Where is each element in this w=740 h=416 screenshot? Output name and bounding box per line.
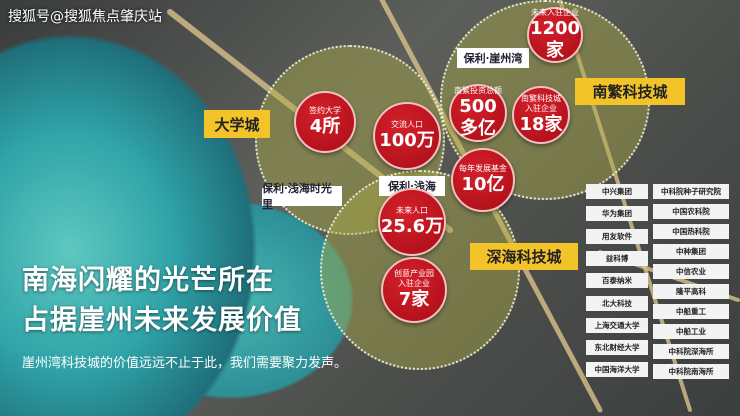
- stat-label: 创意产业园入驻企业: [394, 269, 434, 288]
- stat-label: 未来入驻企业: [531, 8, 579, 17]
- company-label: 东北财经大学: [586, 340, 648, 356]
- stat-value: 1200家: [529, 18, 581, 61]
- company-label: 中信农业: [653, 264, 729, 279]
- zone-tag-deepsea: 深海科技城: [470, 243, 578, 270]
- stat-value: 4所: [309, 116, 341, 137]
- company-label: 隆平高科: [653, 284, 729, 299]
- zone-tag-nanfan: 南繁科技城: [575, 78, 685, 105]
- watermark: 搜狐号@搜狐焦点肇庆站: [8, 9, 162, 25]
- stat-label: 南繁投资总额: [454, 86, 502, 95]
- stat-circle: 创意产业园入驻企业 7家: [381, 257, 447, 323]
- zone-tag-university: 大学城: [204, 110, 270, 138]
- company-label: 中国热科院: [653, 224, 729, 239]
- company-label: 中种集团: [653, 244, 729, 259]
- stat-label: 每年发展基金: [459, 164, 507, 173]
- stat-value: 100万: [379, 130, 435, 151]
- company-label: 中船工业: [653, 324, 729, 339]
- company-label: 北大科技: [586, 295, 648, 311]
- company-label: 百泰纳米: [586, 273, 648, 289]
- subtitle: 崖州湾科技城的价值远远不止于此，我们需要聚力发声。: [22, 356, 348, 371]
- company-label: 中科院深海所: [653, 344, 729, 359]
- stat-circle: 交流人口 100万: [373, 102, 441, 170]
- company-label: 中科院种子研究院: [653, 184, 729, 199]
- stat-value: 25.6万: [380, 216, 444, 237]
- stat-value: 500多亿: [459, 96, 497, 139]
- stat-label: 签约大学: [309, 106, 341, 115]
- stat-label: 未来人口: [396, 206, 428, 215]
- stat-circle: 未来入驻企业 1200家: [527, 7, 583, 63]
- company-label: 用友软件: [586, 228, 648, 244]
- stat-value: 10亿: [461, 174, 505, 195]
- company-label: 中科院南海所: [653, 364, 729, 379]
- stat-value: 18家: [519, 114, 563, 135]
- company-label: 中船重工: [653, 304, 729, 319]
- logo-qianhai-shiguangli: 保利·浅海时光里: [262, 182, 342, 211]
- stat-circle: 签约大学 4所: [294, 91, 356, 153]
- company-label: 上海交通大学: [586, 317, 648, 333]
- company-label: 中国海洋大学: [586, 362, 648, 378]
- stat-circle: 南繁投资总额 500多亿: [449, 84, 507, 142]
- headline-line-1: 南海闪耀的光芒所在: [22, 265, 274, 296]
- logo-yazhouwan: 保利·崖州湾: [457, 48, 529, 68]
- stat-circle: 南繁科技城入驻企业 18家: [512, 86, 570, 144]
- stat-label: 交流人口: [391, 120, 423, 129]
- headline-line-2: 占据崖州未来发展价值: [22, 305, 302, 336]
- company-label: 中国农科院: [653, 204, 729, 219]
- stat-circle: 未来人口 25.6万: [378, 188, 446, 256]
- stat-value: 7家: [398, 289, 430, 310]
- stat-circle: 每年发展基金 10亿: [451, 148, 515, 212]
- stat-label: 南繁科技城入驻企业: [521, 94, 561, 113]
- company-label: 华为集团: [586, 206, 648, 222]
- company-label: 中兴集团: [586, 184, 648, 199]
- company-label: 益科博: [586, 250, 648, 266]
